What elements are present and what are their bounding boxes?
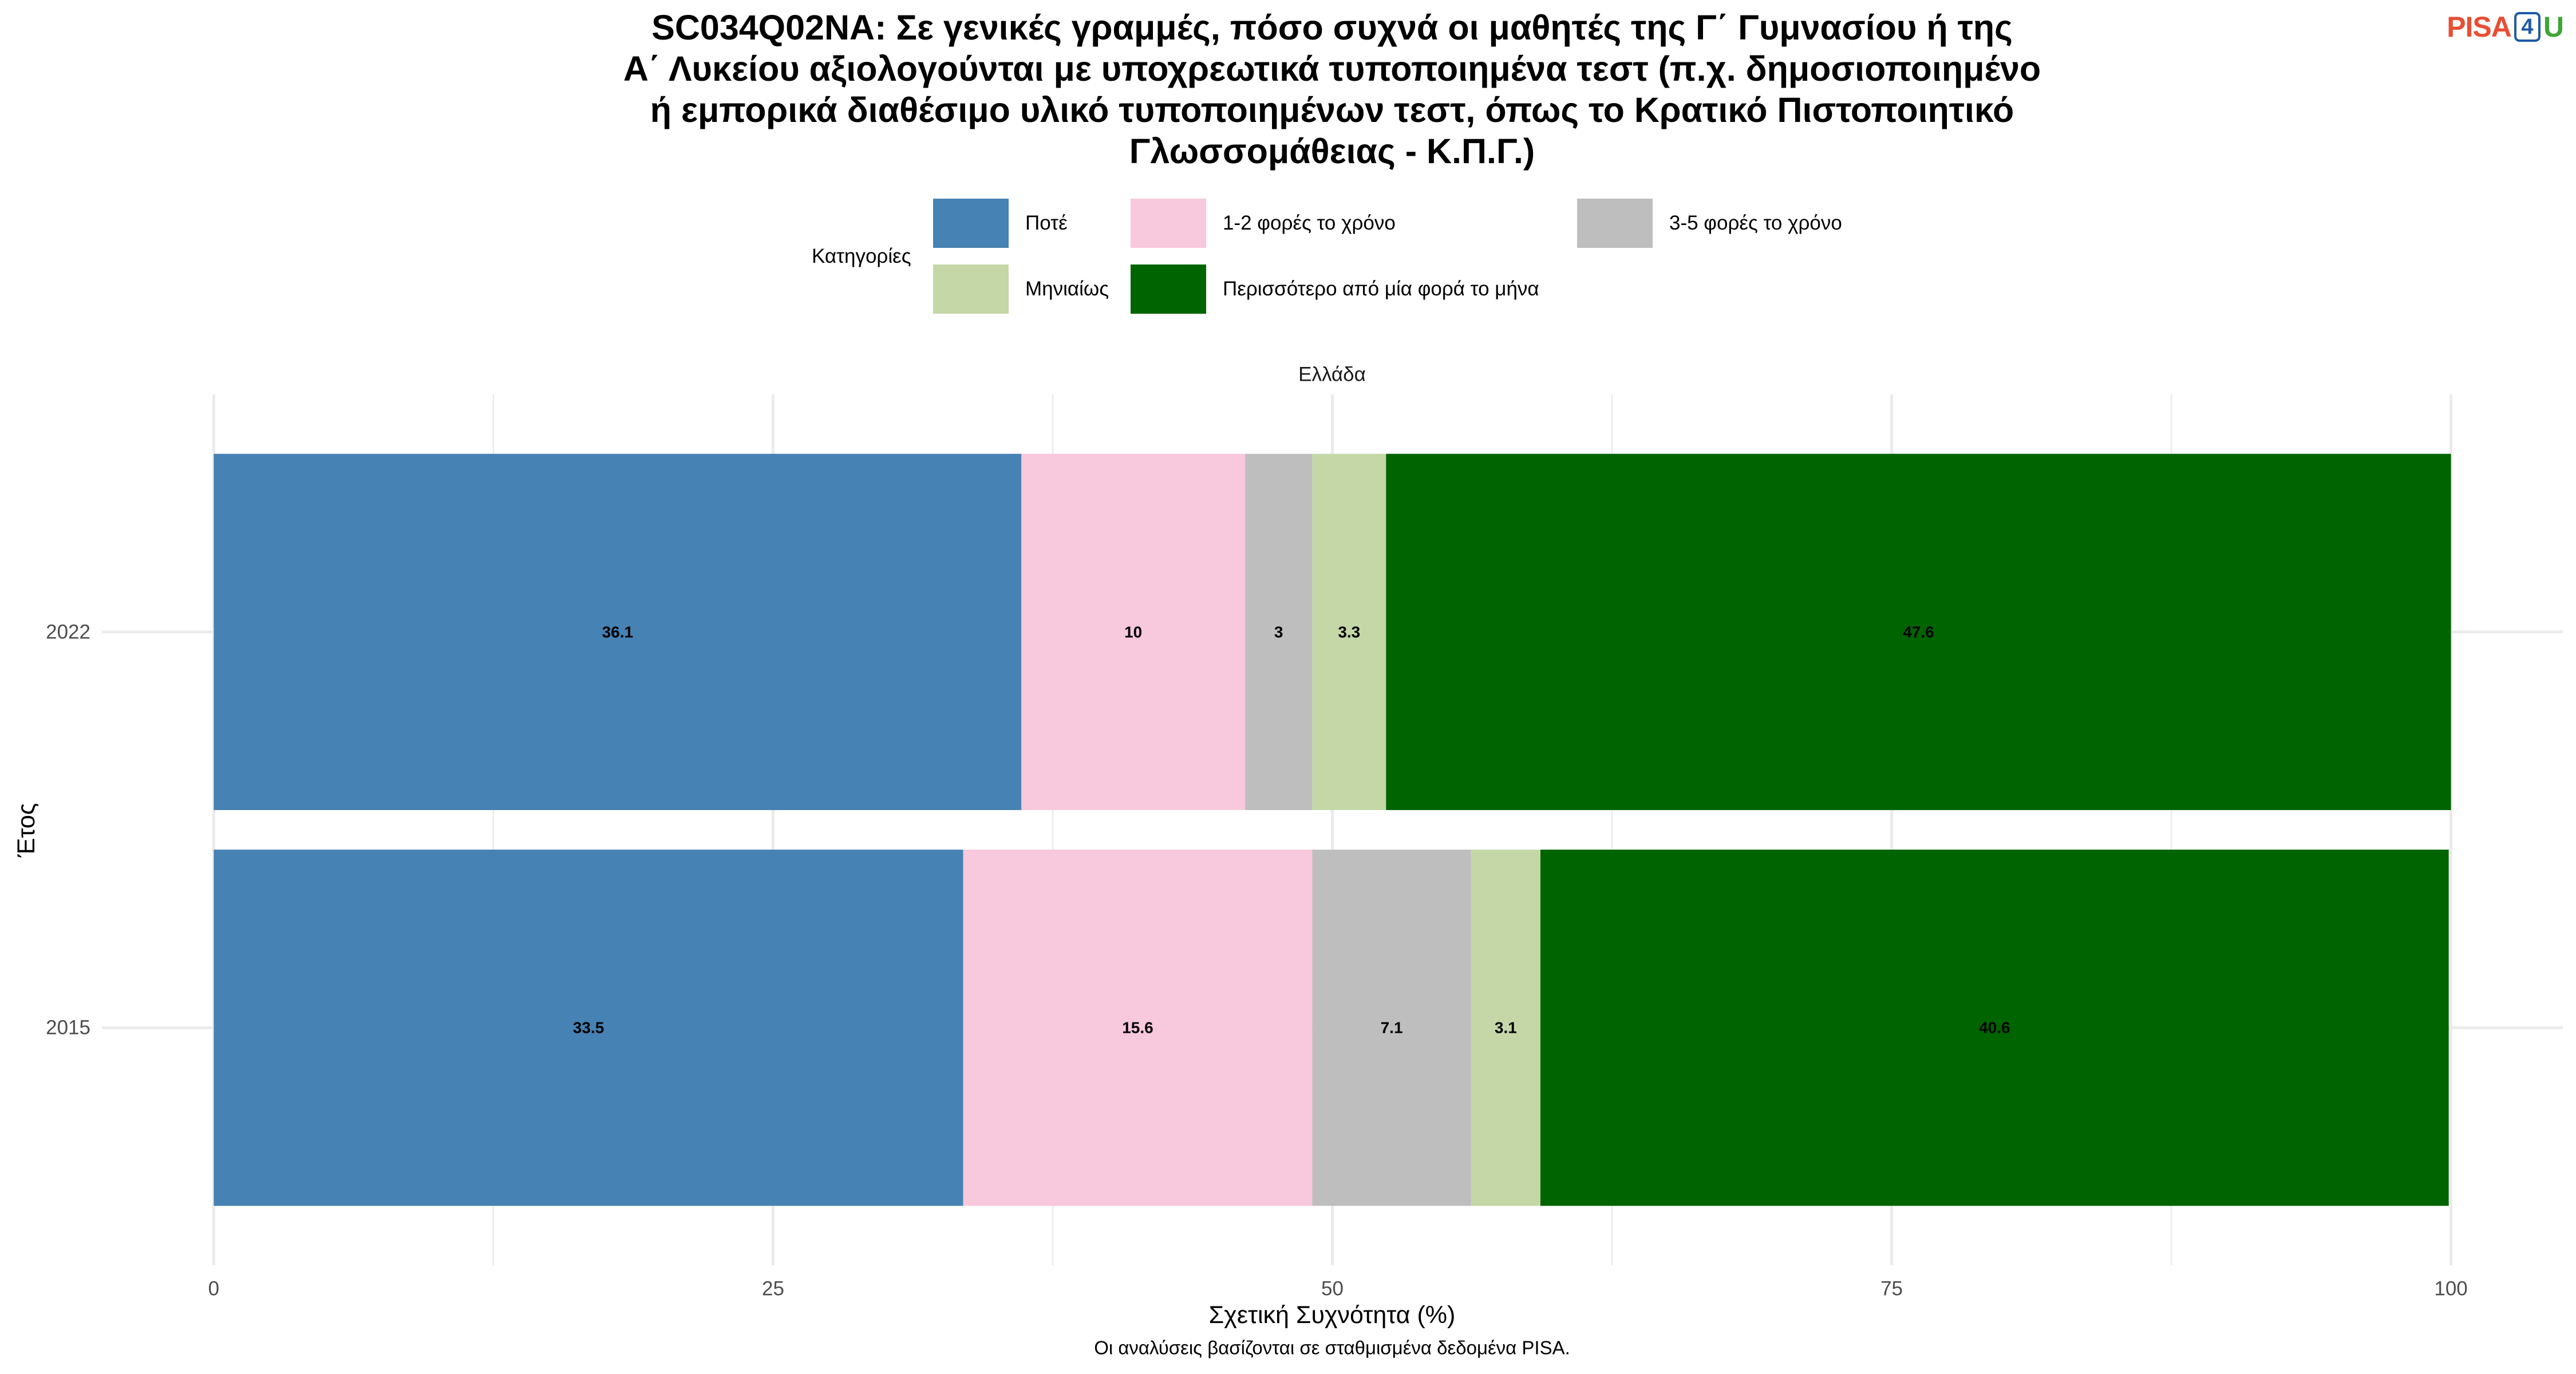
x-axis-title: Σχετική Συχνότητα (%) [1209, 1301, 1456, 1329]
legend-title: Κατηγορίες [812, 244, 911, 267]
pisa4u-logo: PISA 4 U [2447, 11, 2564, 43]
data-label-2022-series-1: 10 [1124, 623, 1142, 641]
x-tick-label-50: 50 [1321, 1278, 1344, 1300]
chart-title-line-2: Α΄ Λυκείου αξιολογούνται με υποχρεωτικά … [623, 49, 2041, 88]
x-tick-label-25: 25 [762, 1278, 784, 1300]
x-tick-label-100: 100 [2434, 1278, 2467, 1300]
legend-item-never: Ποτέ [933, 199, 1068, 248]
chart-title-line-1: SC034Q02NA: Σε γενικές γραμμές, πόσο συχ… [651, 8, 2013, 47]
bar-2022-series-3 [1312, 453, 1386, 810]
legend-key-1-2-per-year [1131, 199, 1206, 248]
data-label-2015-series-4: 40.6 [1979, 1019, 2010, 1037]
legend-label-more-than-monthly: Περισσότερο από μία φορά το μήνα [1223, 278, 1539, 300]
legend-label-3-5-per-year: 3-5 φορές το χρόνο [1669, 212, 1842, 234]
x-tick-label-75: 75 [1880, 1278, 1903, 1300]
legend-label-1-2-per-year: 1-2 φορές το χρόνο [1223, 212, 1396, 234]
chart-title-line-3: ή εμπορικά διαθέσιμο υλικό τυποποιημένων… [650, 90, 2014, 129]
legend-key-never [933, 199, 1009, 248]
data-label-2022-series-4: 47.6 [1903, 623, 1934, 641]
chart-title-line-4: Γλωσσομάθειας - Κ.Π.Γ.) [1129, 132, 1535, 171]
bar-2015-series-3 [1471, 850, 1540, 1206]
x-tick-label-0: 0 [208, 1278, 219, 1300]
data-label-2022-series-2: 3 [1274, 623, 1283, 641]
caption: Οι αναλύσεις βασίζονται σε σταθμισμένα δ… [1094, 1337, 1570, 1359]
data-label-2022-series-0: 36.1 [602, 623, 634, 641]
bar-2015-series-1 [963, 850, 1313, 1206]
data-label-2022-series-3: 3.3 [1338, 623, 1360, 641]
legend-key-monthly [933, 264, 1009, 314]
logo-text-pisa: PISA [2447, 11, 2512, 43]
data-label-2015-series-3: 3.1 [1495, 1019, 1517, 1037]
data-labels: 36.1 10 3 3.3 47.6 33.5 15.6 7.1 3.1 40.6 [573, 623, 2010, 1036]
logo-box-4: 4 [2514, 12, 2541, 42]
data-label-2015-series-1: 15.6 [1122, 1019, 1153, 1037]
legend-label-monthly: Μηνιαίως [1025, 278, 1109, 300]
legend-item-3-5-per-year: 3-5 φορές το χρόνο [1577, 199, 1842, 248]
bar-2015-series-2 [1312, 850, 1471, 1206]
bar-2022-series-4 [1386, 453, 2451, 810]
axes: 2022 2015 0 25 50 75 100 [46, 621, 2468, 1300]
legend-key-more-than-monthly [1131, 264, 1206, 314]
bars [214, 453, 2451, 1206]
facet-strip-label: Ελλάδα [1298, 364, 1366, 386]
legend-key-3-5-per-year [1577, 199, 1653, 248]
legend-label-never: Ποτέ [1025, 212, 1068, 234]
y-axis-title: Έτος [13, 803, 40, 858]
data-label-2015-series-2: 7.1 [1381, 1019, 1403, 1037]
bar-2015-series-4 [1540, 850, 2449, 1206]
bar-2015-series-0 [214, 850, 963, 1206]
chart-title: SC034Q02NA: Σε γενικές γραμμές, πόσο συχ… [359, 7, 2305, 172]
data-label-2015-series-0: 33.5 [573, 1019, 605, 1037]
legend-item-monthly: Μηνιαίως [933, 264, 1109, 314]
y-tick-label-2022: 2022 [46, 621, 90, 643]
bar-2022-series-0 [214, 453, 1022, 810]
legend-item-more-than-monthly: Περισσότερο από μία φορά το μήνα [1131, 264, 1539, 314]
logo-text-u: U [2543, 11, 2564, 43]
bar-2022-series-2 [1245, 453, 1313, 810]
y-tick-label-2015: 2015 [46, 1017, 90, 1039]
legend-item-1-2-per-year: 1-2 φορές το χρόνο [1131, 199, 1396, 248]
bar-2022-series-1 [1021, 453, 1246, 810]
